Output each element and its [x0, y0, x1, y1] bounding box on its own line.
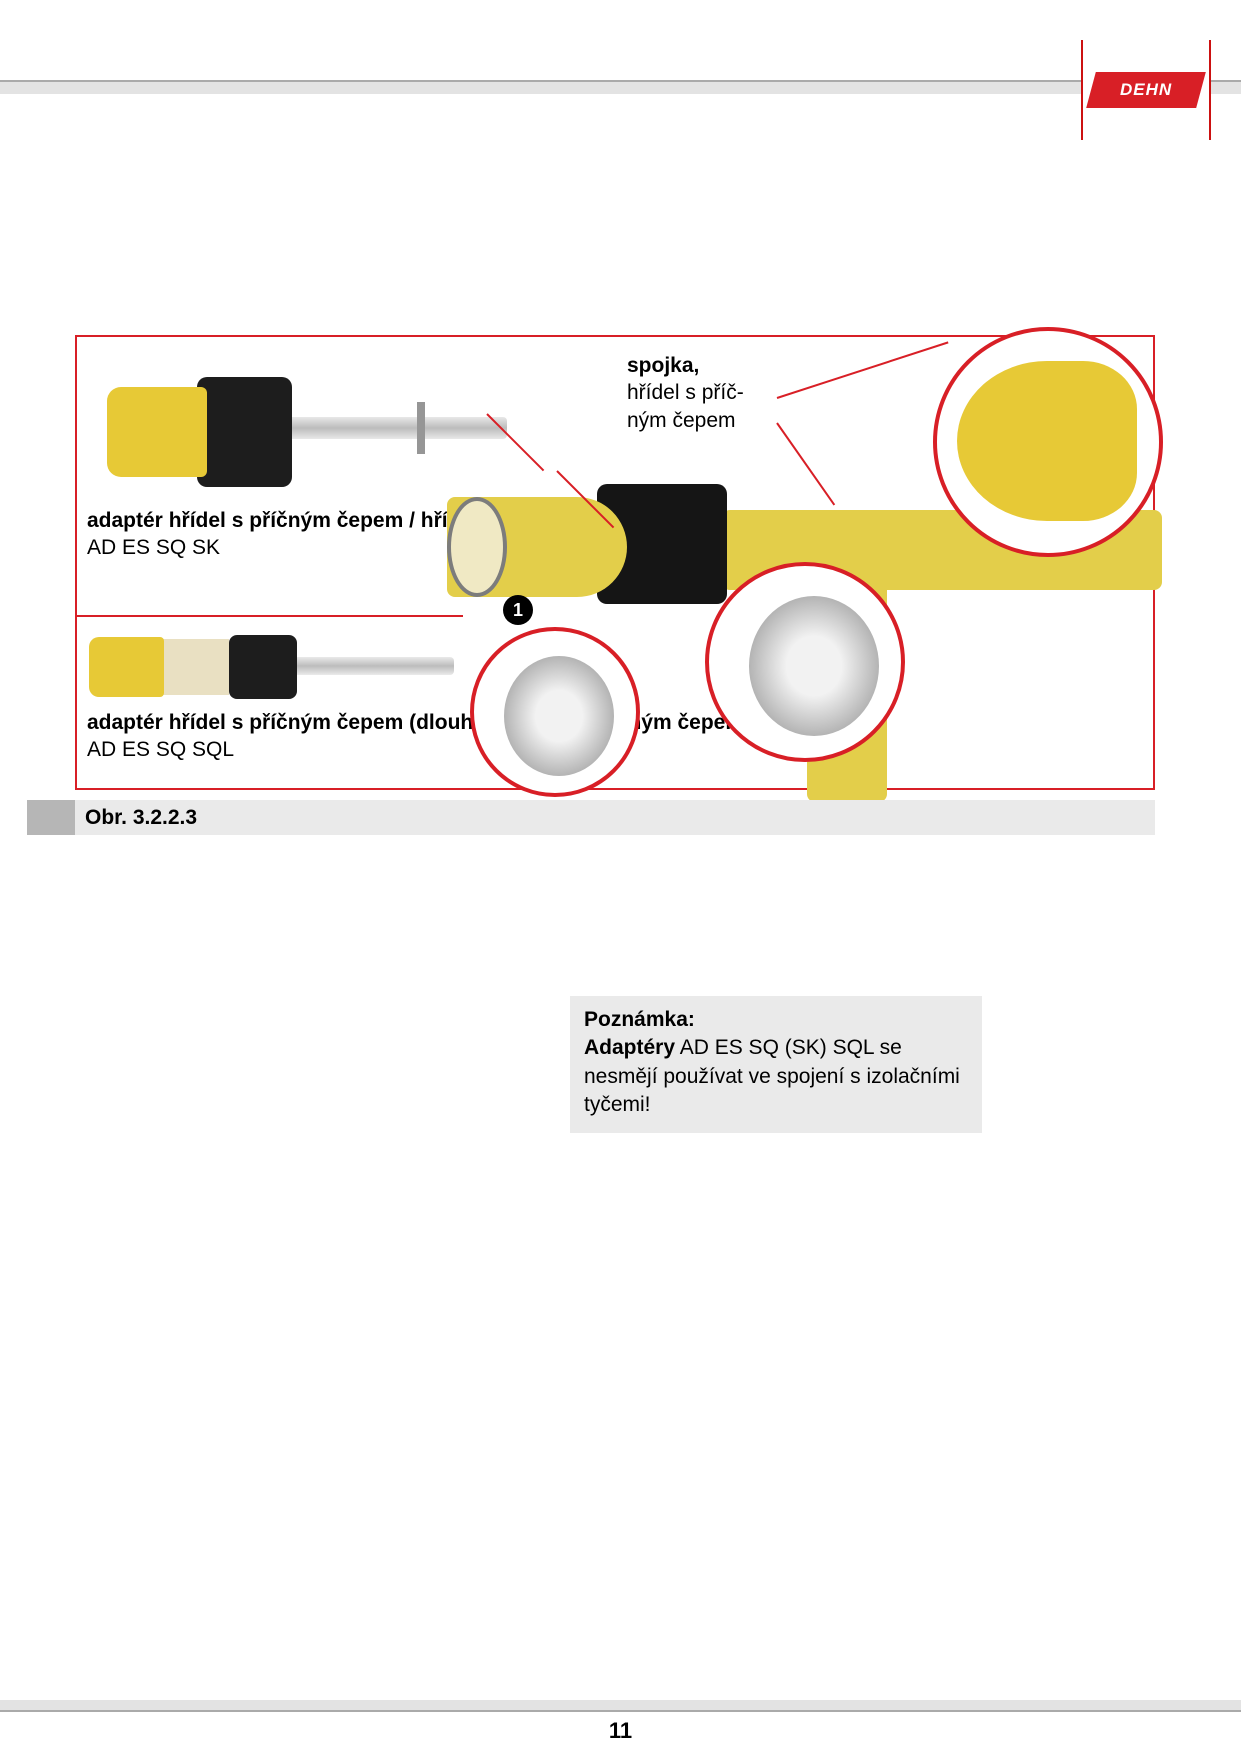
adapter2-band	[159, 639, 229, 695]
spojka-line1: hřídel s příč-	[627, 381, 744, 404]
adapter1-shaft	[287, 417, 507, 439]
circle-bot-inner	[504, 656, 614, 776]
circle-callout-bot	[470, 627, 640, 797]
header-bar	[0, 80, 1241, 94]
circle-callout-mid	[705, 562, 905, 762]
circle-mid-inner	[749, 596, 879, 736]
callout-line	[777, 341, 949, 399]
figure-divider	[77, 615, 463, 617]
logo-text: DEHN	[1120, 80, 1172, 100]
figure-caption-bar: Obr. 3.2.2.3	[75, 800, 1155, 835]
logo-shape: DEHN	[1086, 72, 1206, 108]
note-bold-part: Adaptéry	[584, 1036, 675, 1059]
adapter2-illustration	[89, 627, 469, 707]
adapter2-collar	[229, 635, 297, 699]
circle-top-inner	[957, 361, 1137, 521]
bubble-number-1: 1	[503, 595, 533, 625]
adapter1-illustration	[107, 357, 527, 497]
adapter1-pin	[417, 402, 425, 454]
adapter2-cap	[89, 637, 164, 697]
adapter2-code: AD ES SQ SQL	[87, 738, 234, 761]
note-label: Poznámka:	[584, 1008, 695, 1031]
adapter1-collar	[197, 377, 292, 487]
adapter1-cap	[107, 387, 207, 477]
spojka-line2: ným čepem	[627, 409, 736, 432]
assy-face	[447, 497, 507, 597]
logo-container: DEHN	[1081, 40, 1211, 140]
note-codes: AD ES SQ (SK) SQL	[675, 1036, 880, 1059]
figure-box: adaptér hřídel s příčným čepem / hřídel …	[75, 335, 1155, 790]
note-box: Poznámka: Adaptéry AD ES SQ (SK) SQL se …	[570, 996, 982, 1133]
spojka-label: spojka, hřídel s příč- ným čepem	[627, 352, 787, 434]
figure-caption-row: Obr. 3.2.2.3	[27, 800, 1155, 835]
figure-caption-tab	[27, 800, 75, 835]
adapter1-code: AD ES SQ SK	[87, 536, 220, 559]
page-number: 11	[0, 1718, 1241, 1744]
circle-callout-top	[933, 327, 1163, 557]
figure-caption: Obr. 3.2.2.3	[85, 806, 197, 830]
spojka-title: spojka,	[627, 354, 699, 377]
footer-bar	[0, 1700, 1241, 1712]
